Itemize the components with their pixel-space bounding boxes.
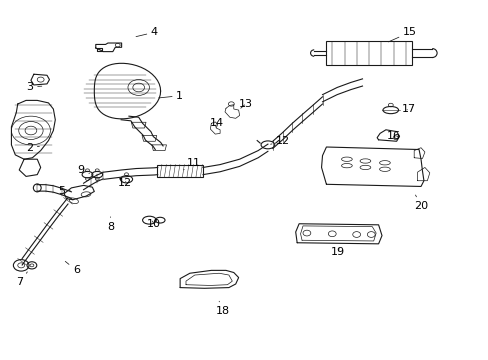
Text: 5: 5 [58, 186, 70, 197]
Bar [157, 165, 203, 177]
Text: 4: 4 [136, 27, 158, 37]
Text: 18: 18 [216, 301, 230, 316]
Text: 6: 6 [65, 261, 80, 275]
Text: 12: 12 [118, 178, 132, 188]
Text: 8: 8 [107, 217, 114, 231]
Text: 12: 12 [270, 136, 290, 146]
Bar [326, 41, 411, 65]
Text: 3: 3 [26, 82, 41, 92]
Text: 13: 13 [238, 99, 252, 109]
Text: 15: 15 [387, 27, 416, 42]
Text: 10: 10 [147, 219, 161, 229]
Text: 16: 16 [386, 131, 400, 141]
Text: 17: 17 [401, 104, 415, 114]
Text: 19: 19 [330, 247, 345, 257]
Text: 9: 9 [78, 165, 89, 175]
Text: 2: 2 [26, 143, 40, 153]
Text: 20: 20 [413, 195, 427, 211]
Text: 14: 14 [209, 118, 223, 128]
Text: 1: 1 [158, 91, 183, 101]
Text: 11: 11 [183, 158, 201, 170]
Text: 7: 7 [16, 272, 27, 287]
